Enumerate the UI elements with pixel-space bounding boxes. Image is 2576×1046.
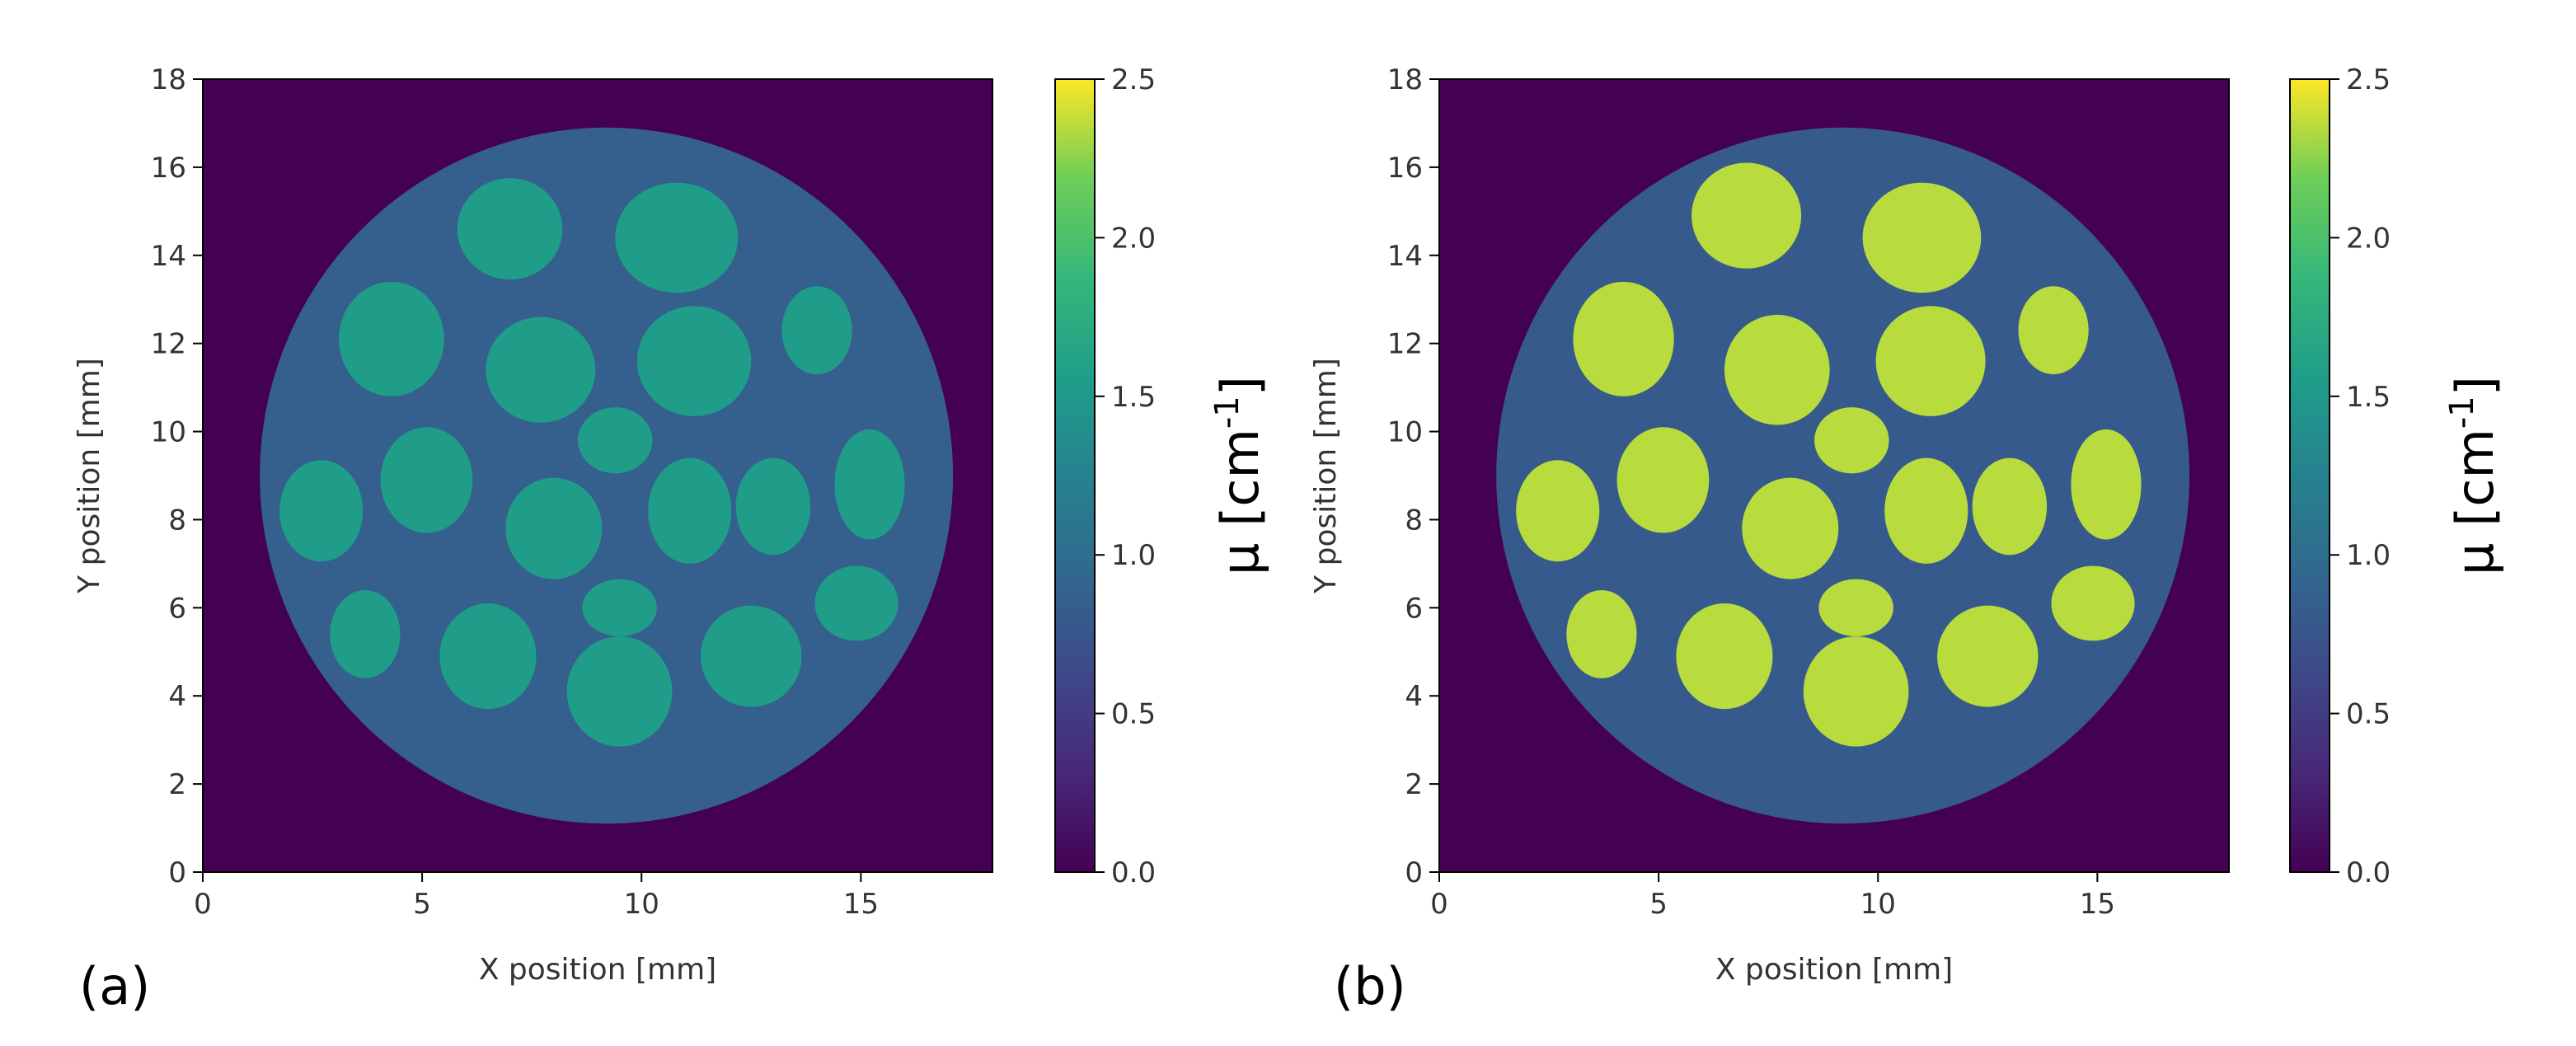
- colorbar-tick-label: 1.5: [1111, 381, 1156, 414]
- insert: [1818, 579, 1893, 637]
- insert: [1573, 281, 1674, 396]
- y-tick-label: 16: [151, 152, 186, 185]
- insert: [1742, 477, 1839, 579]
- insert: [1972, 457, 2048, 556]
- insert: [1875, 306, 1986, 416]
- insert: [1724, 314, 1830, 425]
- y-tick-label: 6: [1405, 592, 1423, 625]
- colorbar-gradient: [2289, 78, 2330, 873]
- insert: [279, 460, 364, 562]
- insert: [636, 306, 752, 416]
- y-tick-label: 0: [168, 856, 186, 889]
- y-tick-label: 10: [151, 416, 186, 449]
- y-tick-label: 12: [1387, 328, 1423, 361]
- colorbar-gradient: [1054, 78, 1096, 873]
- colorbar-tick-label: 2.5: [2346, 63, 2391, 96]
- insert: [615, 182, 739, 293]
- panel-a-xlabel: X position [mm]: [479, 953, 716, 987]
- insert: [701, 605, 802, 707]
- insert: [566, 636, 673, 747]
- insert: [781, 286, 852, 375]
- panel-a-axes: 0 5 10 15 0 2 4 6 8 10 12 14 16 18: [151, 63, 993, 921]
- y-tick-label: 14: [1387, 240, 1423, 273]
- panel-b-xlabel: X position [mm]: [1715, 953, 1953, 987]
- insert: [1676, 603, 1773, 710]
- panel-b-colorbar: 0.0 0.5 1.0 1.5 2.0 2.5: [2289, 63, 2391, 889]
- x-tick-label: 15: [2080, 888, 2115, 921]
- insert: [834, 429, 905, 540]
- panel-a-colorbar-label: μ [cm-1]: [1208, 376, 1270, 575]
- insert: [1616, 427, 1710, 533]
- colorbar-tick-label: 0.0: [1111, 856, 1156, 889]
- colorbar-tick-label: 1.5: [2346, 381, 2391, 414]
- insert: [735, 457, 811, 556]
- x-tick-label: 10: [1860, 888, 1896, 921]
- colorbar-tick-label: 1.0: [2346, 539, 2391, 572]
- insert: [1862, 182, 1982, 293]
- insert: [505, 477, 603, 579]
- panel-a-ylabel: Y position [mm]: [73, 358, 106, 594]
- insert: [1516, 460, 1600, 562]
- insert: [2071, 429, 2142, 540]
- y-tick-label: 16: [1387, 152, 1423, 185]
- colorbar-tick-label: 0.5: [2346, 698, 2391, 731]
- insert: [2018, 286, 2089, 375]
- colorbar-tick-label: 1.0: [1111, 539, 1156, 572]
- panel-b-colorbar-label: μ [cm-1]: [2443, 376, 2505, 575]
- insert: [1937, 605, 2039, 707]
- insert: [457, 178, 563, 280]
- y-tick-label: 8: [168, 504, 186, 537]
- insert: [648, 457, 732, 564]
- insert: [486, 317, 596, 423]
- y-tick-label: 10: [1387, 416, 1423, 449]
- colorbar-tick-label: 0.5: [1111, 698, 1156, 731]
- y-tick-label: 8: [1405, 504, 1423, 537]
- panel-a-colorbar: 0.0 0.5 1.0 1.5 2.0 2.5: [1054, 63, 1156, 889]
- insert: [1884, 457, 1968, 564]
- panel-a-phantom: [260, 127, 954, 824]
- insert: [1692, 162, 1802, 269]
- panel-b: 0 5 10 15 0 2 4 6 8 10 12 14 16 18 0.0 0.5 1.0 1.5 2.0 2.5…: [1309, 63, 2505, 1016]
- y-tick-label: 18: [151, 63, 186, 96]
- insert: [1566, 589, 1637, 678]
- axes-frame: [1438, 78, 2230, 873]
- x-tick-label: 5: [1649, 888, 1668, 921]
- insert: [380, 427, 473, 533]
- y-tick-label: 4: [1405, 680, 1423, 713]
- y-tick-label: 4: [168, 680, 186, 713]
- colorbar-tick-label: 0.0: [2346, 856, 2391, 889]
- panel-b-ylabel: Y position [mm]: [1309, 358, 1343, 594]
- x-tick-label: 15: [843, 888, 879, 921]
- panel-b-axes: 0 5 10 15 0 2 4 6 8 10 12 14 16 18: [1387, 63, 2230, 921]
- insert: [439, 603, 537, 710]
- insert: [338, 281, 444, 396]
- insert: [1814, 407, 1889, 474]
- y-tick-label: 18: [1387, 63, 1423, 96]
- x-tick-label: 5: [413, 888, 431, 921]
- colorbar-tick-label: 2.0: [1111, 222, 1156, 255]
- y-tick-label: 6: [168, 592, 186, 625]
- x-tick-label: 10: [624, 888, 659, 921]
- y-tick-label: 14: [151, 240, 186, 273]
- axes-frame: [202, 78, 993, 873]
- insert: [814, 565, 899, 641]
- panel-a-tag: (a): [79, 956, 150, 1016]
- panel-b-tag: (b): [1334, 956, 1406, 1016]
- insert: [1803, 636, 1909, 747]
- insert: [330, 589, 401, 678]
- panel-b-phantom: [1496, 127, 2190, 824]
- colorbar-tick-label: 2.0: [2346, 222, 2391, 255]
- x-tick-label: 0: [194, 888, 212, 921]
- y-tick-label: 0: [1405, 856, 1423, 889]
- y-tick-label: 12: [151, 328, 186, 361]
- y-tick-label: 2: [1405, 768, 1423, 801]
- panel-a: 0 5 10 15 0 2 4 6 8 10 12 14 16 18 0.0 0.5 1.0 1.5 2.0 2.5…: [73, 63, 1270, 1016]
- y-tick-label: 2: [168, 768, 186, 801]
- x-tick-label: 0: [1430, 888, 1448, 921]
- insert: [578, 407, 653, 474]
- colorbar-tick-label: 2.5: [1111, 63, 1156, 96]
- insert: [2051, 565, 2135, 641]
- insert: [582, 579, 657, 637]
